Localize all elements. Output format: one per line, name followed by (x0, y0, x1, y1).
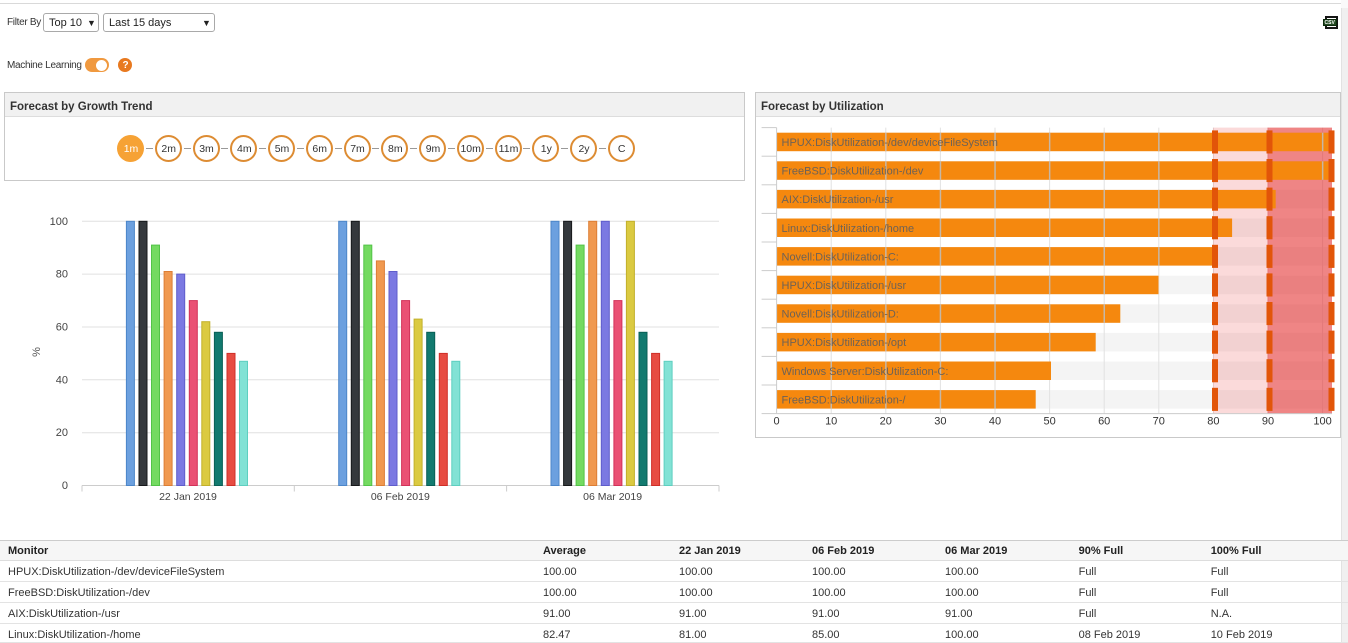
svg-text:70: 70 (1153, 416, 1165, 428)
svg-text:Windows Server:DiskUtilization: Windows Server:DiskUtilization-C: (782, 366, 949, 378)
svg-text:AIX:DiskUtilization-/usr: AIX:DiskUtilization-/usr (782, 194, 894, 206)
svg-text:HPUX:DiskUtilization-/usr: HPUX:DiskUtilization-/usr (782, 280, 907, 292)
svg-text:20: 20 (880, 416, 892, 428)
svg-text:40: 40 (56, 374, 68, 386)
svg-text:%: % (31, 347, 43, 357)
svg-text:FreeBSD:DiskUtilization-/: FreeBSD:DiskUtilization-/ (782, 394, 907, 406)
svg-text:60: 60 (1098, 416, 1110, 428)
svg-text:Novell:DiskUtilization-D:: Novell:DiskUtilization-D: (782, 309, 899, 321)
svg-text:50: 50 (1043, 416, 1055, 428)
svg-text:06 Feb 2019: 06 Feb 2019 (371, 491, 430, 503)
svg-text:90: 90 (1262, 416, 1274, 428)
svg-text:80: 80 (56, 269, 68, 281)
svg-text:06 Mar 2019: 06 Mar 2019 (583, 491, 642, 503)
svg-text:FreeBSD:DiskUtilization-/dev: FreeBSD:DiskUtilization-/dev (782, 166, 924, 178)
svg-text:80: 80 (1207, 416, 1219, 428)
svg-text:100: 100 (50, 216, 68, 228)
svg-text:Novell:DiskUtilization-C:: Novell:DiskUtilization-C: (782, 251, 899, 263)
svg-text:HPUX:DiskUtilization-/opt: HPUX:DiskUtilization-/opt (782, 337, 907, 349)
svg-text:60: 60 (56, 322, 68, 334)
svg-text:30: 30 (934, 416, 946, 428)
svg-text:HPUX:DiskUtilization-/dev/devi: HPUX:DiskUtilization-/dev/deviceFileSyst… (782, 137, 998, 149)
svg-text:0: 0 (774, 416, 780, 428)
svg-text:10: 10 (825, 416, 837, 428)
svg-text:20: 20 (56, 427, 68, 439)
svg-text:0: 0 (62, 480, 68, 492)
svg-text:Linux:DiskUtilization-/home: Linux:DiskUtilization-/home (782, 223, 915, 235)
svg-text:100: 100 (1313, 416, 1331, 428)
svg-text:40: 40 (989, 416, 1001, 428)
svg-text:22 Jan 2019: 22 Jan 2019 (159, 491, 217, 503)
